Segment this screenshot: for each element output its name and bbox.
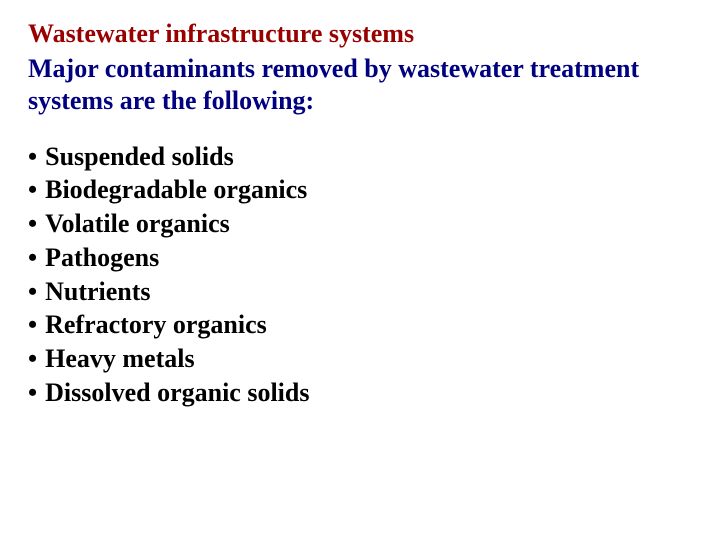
- bullet-icon: •: [28, 140, 37, 174]
- bullet-icon: •: [28, 173, 37, 207]
- list-item-label: Nutrients: [45, 275, 150, 309]
- slide-title-line2: Major contaminants removed by wastewater…: [28, 53, 692, 118]
- list-item-label: Pathogens: [45, 241, 159, 275]
- list-item: • Suspended solids: [28, 140, 692, 174]
- list-item-label: Suspended solids: [45, 140, 234, 174]
- slide-title-line1: Wastewater infrastructure systems: [28, 18, 692, 51]
- list-item: • Volatile organics: [28, 207, 692, 241]
- list-item-label: Biodegradable organics: [45, 173, 307, 207]
- list-item: • Pathogens: [28, 241, 692, 275]
- bullet-icon: •: [28, 241, 37, 275]
- bullet-icon: •: [28, 275, 37, 309]
- list-item: • Refractory organics: [28, 308, 692, 342]
- list-item: • Dissolved organic solids: [28, 376, 692, 410]
- bullet-icon: •: [28, 376, 37, 410]
- bullet-icon: •: [28, 308, 37, 342]
- bullet-icon: •: [28, 342, 37, 376]
- bullet-icon: •: [28, 207, 37, 241]
- bullet-list: • Suspended solids • Biodegradable organ…: [28, 140, 692, 410]
- list-item: • Nutrients: [28, 275, 692, 309]
- list-item-label: Volatile organics: [45, 207, 230, 241]
- list-item-label: Refractory organics: [45, 308, 267, 342]
- list-item-label: Dissolved organic solids: [45, 376, 309, 410]
- list-item: • Biodegradable organics: [28, 173, 692, 207]
- list-item: • Heavy metals: [28, 342, 692, 376]
- list-item-label: Heavy metals: [45, 342, 194, 376]
